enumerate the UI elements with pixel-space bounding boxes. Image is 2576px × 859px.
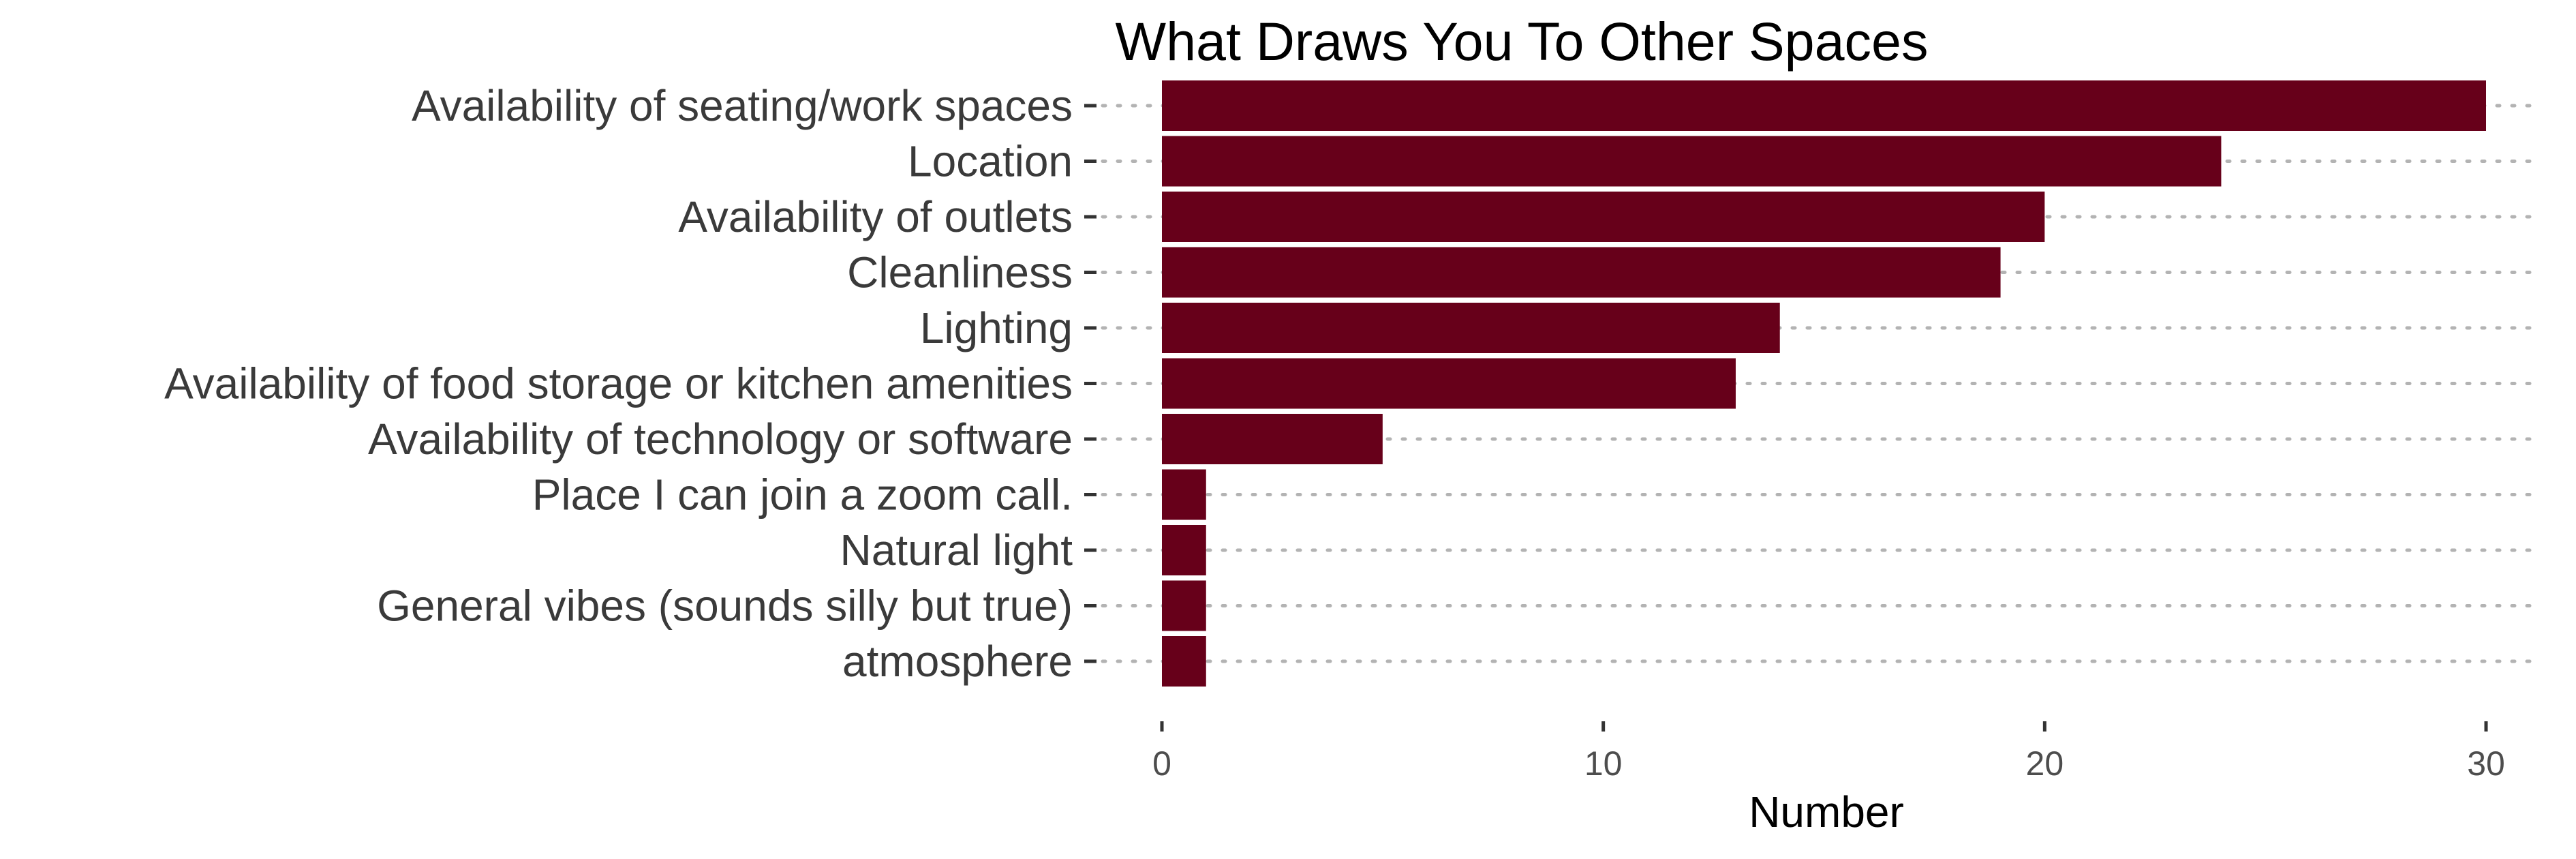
bar [1162,636,1206,687]
bar [1162,192,2045,242]
category-label: Cleanliness [847,248,1073,297]
category-label: Location [908,137,1073,186]
bar [1162,136,2222,187]
bar [1162,414,1383,464]
x-tick-label: 20 [2026,744,2064,783]
bar [1162,580,1206,631]
value-axis: 0 10 20 30 [1152,721,2505,783]
category-label: Availability of technology or software [368,415,1073,464]
bar [1162,80,2486,131]
category-label: General vibes (sounds silly but true) [377,582,1073,631]
chart-title: What Draws You To Other Spaces [1116,11,1929,72]
bar [1162,247,2001,298]
category-label: Place I can join a zoom call. [532,470,1073,519]
bars [1162,80,2486,687]
x-axis-title: Number [1749,787,1904,837]
category-axis: Availability of seating/work spaces Locat… [164,81,1097,686]
bar [1162,469,1206,520]
x-tick-label: 30 [2467,744,2505,783]
category-label: Natural light [840,526,1073,575]
x-tick-label: 0 [1152,744,1171,783]
x-tick-label: 10 [1584,744,1623,783]
category-label: Availability of seating/work spaces [412,81,1073,130]
bar [1162,525,1206,575]
category-label: atmosphere [842,637,1073,686]
category-label: Availability of food storage or kitchen … [164,359,1073,408]
bar [1162,303,1780,353]
category-label: Lighting [920,303,1073,352]
category-label: Availability of outlets [678,192,1073,241]
bar [1162,358,1736,409]
